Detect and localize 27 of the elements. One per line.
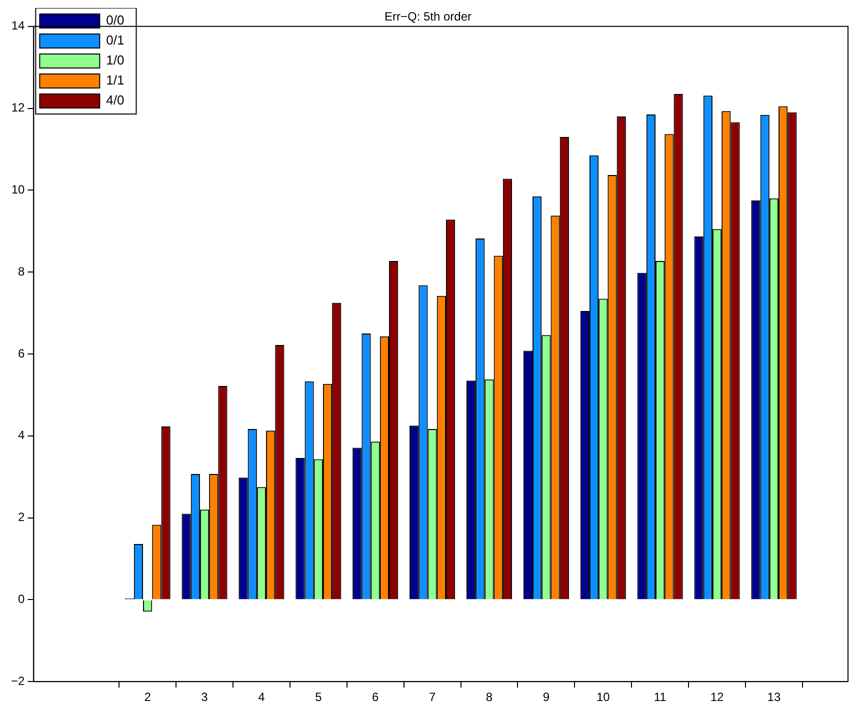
legend-label: 4/0 [106, 92, 124, 108]
legend-label: 1/1 [106, 72, 124, 88]
x-tick-label: 10 [596, 690, 610, 704]
x-tick-label: 7 [428, 690, 436, 704]
y-tick-label: 8 [18, 264, 25, 278]
legend-label: 0/0 [106, 12, 124, 28]
x-tick-label: 6 [372, 690, 380, 704]
x-tick-label: 2 [144, 690, 152, 704]
x-tick-label: 3 [201, 690, 208, 704]
x-tick-label: 13 [767, 690, 781, 704]
x-tick-label: 11 [654, 690, 667, 704]
y-tick-label: 2 [18, 510, 25, 524]
x-tick-label: 9 [542, 690, 550, 704]
chart-title: Err−Q: 5th order [384, 10, 472, 24]
y-tick-label: 10 [11, 182, 25, 197]
y-tick-label: −2 [10, 674, 25, 688]
legend-label: 1/0 [106, 52, 124, 68]
y-tick-label: 0 [18, 592, 25, 606]
y-tick-label: 4 [18, 428, 25, 442]
y-tick-label: 6 [18, 346, 25, 360]
legend-label: 0/1 [106, 32, 124, 48]
x-tick-label: 5 [315, 690, 322, 704]
y-tick-label: 12 [11, 100, 25, 115]
x-tick-label: 8 [486, 690, 493, 704]
x-tick-label: 4 [258, 690, 266, 704]
y-tick-label: 14 [11, 18, 25, 33]
x-tick-label: 12 [710, 690, 724, 704]
